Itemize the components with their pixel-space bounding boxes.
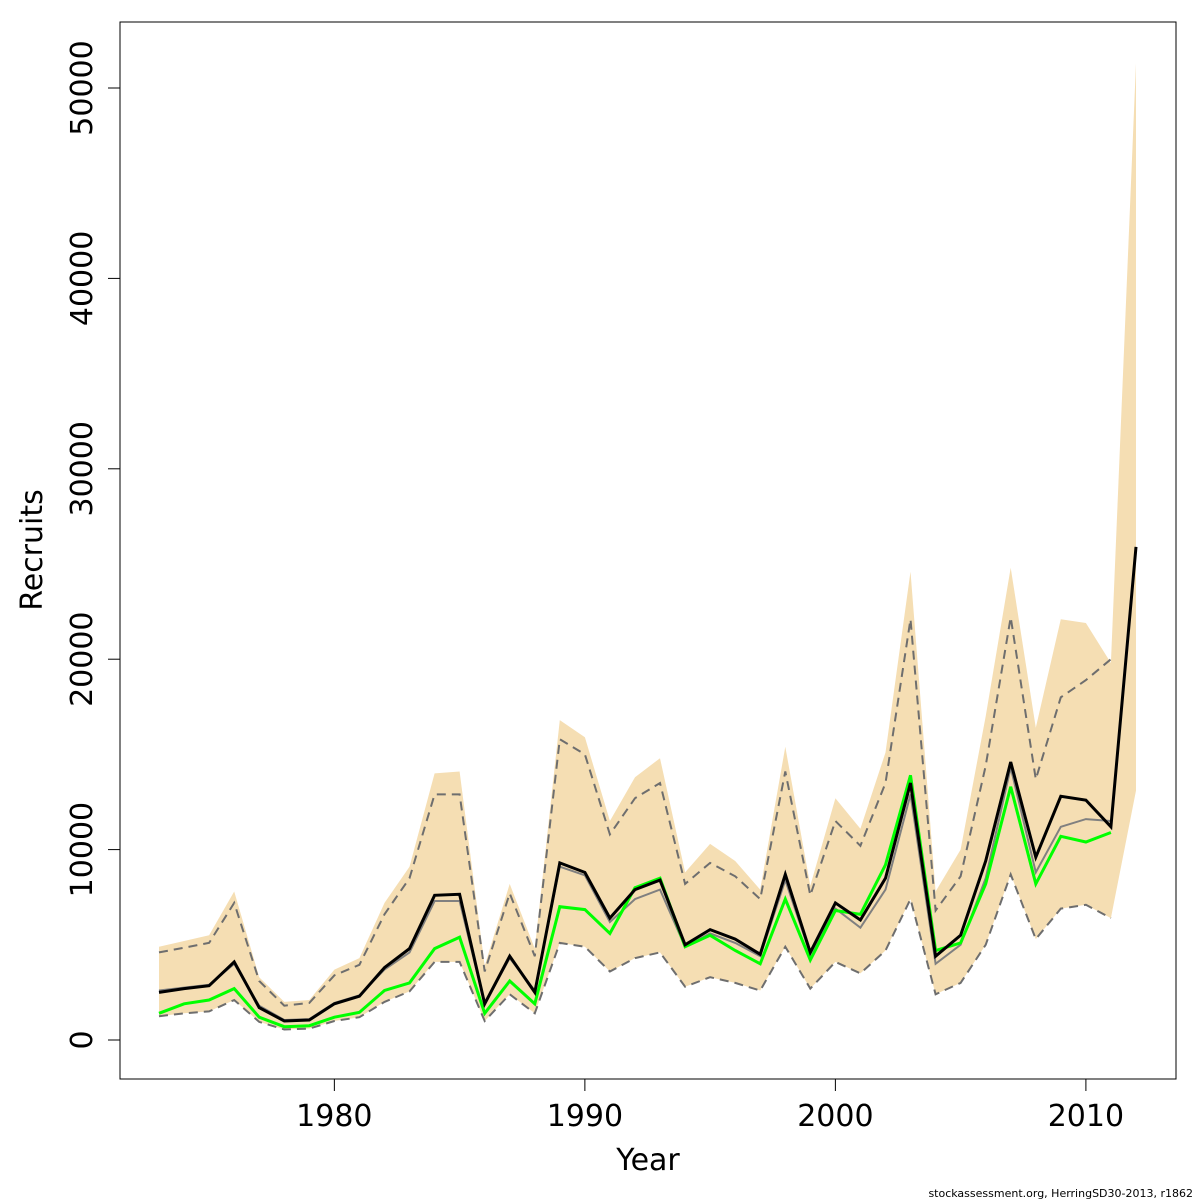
x-tick-label: 2010 — [1048, 1099, 1124, 1134]
y-tick-label: 20000 — [65, 611, 100, 706]
ci-lower-dashed-line — [158, 871, 1112, 1031]
x-tick-label: 1990 — [547, 1099, 623, 1134]
ci-upper-dashed-line — [158, 617, 1112, 1007]
dashed-ci-layer — [158, 617, 1112, 1031]
x-tick-label: 2000 — [797, 1099, 873, 1134]
y-tick-label: 50000 — [65, 40, 100, 135]
y-tick-label: 10000 — [65, 802, 100, 897]
x-tick-label: 1980 — [296, 1099, 372, 1134]
confidence-band-layer — [159, 63, 1136, 1030]
y-tick-label: 0 — [65, 1030, 100, 1049]
y-tick-label: 30000 — [65, 421, 100, 516]
series-line-layer — [158, 546, 1138, 1029]
confidence-band — [159, 63, 1136, 1030]
y-axis-title: Recruits — [15, 489, 50, 611]
x-axis-title: Year — [615, 1143, 680, 1178]
x-axis: 1980 1990 2000 2010 — [296, 1078, 1124, 1134]
series-line-green — [158, 774, 1112, 1029]
footer-credit: stockassessment.org, HerringSD30-2013, r… — [928, 1187, 1193, 1200]
y-axis: 0 10000 20000 30000 40000 50000 — [65, 40, 121, 1050]
series-line-black — [158, 546, 1138, 1023]
y-tick-label: 40000 — [65, 231, 100, 326]
